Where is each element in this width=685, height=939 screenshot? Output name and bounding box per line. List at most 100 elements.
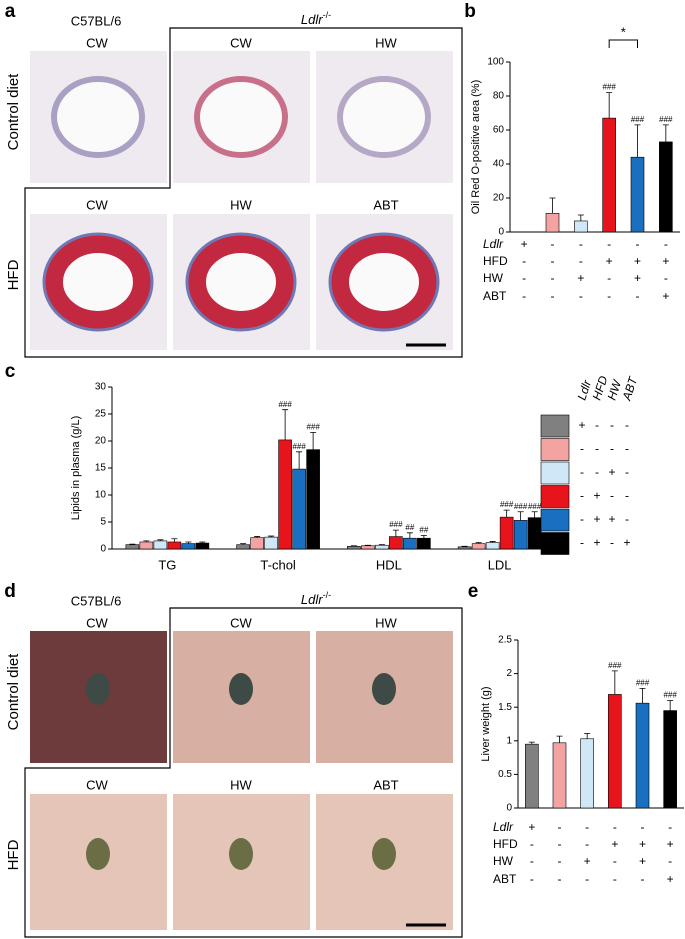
comparison-bracket [608,39,638,48]
legend-swatch [540,414,570,438]
bar [347,545,361,550]
y-tick-label: 1 [506,735,512,746]
y-axis-label: Oil Red O-positive area (%) [470,80,482,215]
legend-cell: - [595,465,599,479]
factor-level: - [530,854,534,868]
vessel-wall [331,235,437,329]
x-tick-label: HDL [376,557,402,572]
factor-level: + [667,837,674,851]
y-axis-label: Lipids in plasma (g/L) [70,416,82,521]
legend-header: HW [605,377,625,402]
factor-level: - [641,872,645,886]
factor-name: Ldlr [493,820,514,834]
significance-label: ### [602,83,616,92]
factor-level: + [611,837,618,851]
factor-level: - [585,837,589,851]
gene-name: Ldlr [301,592,323,607]
panel-letter: a [5,1,16,22]
x-tick-label: LDL [488,557,512,572]
legend-cell: + [623,536,630,550]
column-label: CW [86,615,108,630]
factor-level: - [551,289,555,303]
error-bar [528,741,535,745]
bar [525,743,539,809]
legend-header: Ldlr [575,378,595,402]
error-bar [556,735,563,743]
factor-level: - [530,837,534,851]
factor-level: + [667,872,674,886]
legend-cell: + [578,418,585,432]
error-bar [199,541,206,544]
factor-level: - [522,254,526,268]
gallbladder [372,838,396,870]
bar [181,543,196,550]
error-bar [350,545,357,547]
x-tick-label: T-chol [260,557,296,572]
significance-label: ### [292,442,306,451]
error-bar [475,542,482,544]
bar [375,544,389,550]
bar [574,220,588,233]
factor-level: + [634,271,641,285]
error-bar [129,543,136,545]
error-bar [378,544,385,546]
bar [527,517,542,550]
legend-cell: - [595,418,599,432]
y-tick-label: 20 [95,436,107,447]
bar [545,213,560,233]
factor-level: - [607,271,611,285]
legend-swatch [540,438,570,461]
legend-cell: + [608,465,615,479]
error-bar [489,541,496,543]
y-tick-label: 1.5 [498,702,512,713]
factor-level: + [606,254,613,268]
row-label: HFD [5,259,22,290]
legend-cell: - [610,536,614,550]
bar [403,537,417,550]
error-bar [185,541,192,544]
factor-level: + [584,854,591,868]
legend-cell: - [580,536,584,550]
factor-level: - [579,237,583,251]
significance-label: ### [306,422,320,431]
panel-letter: c [5,361,16,382]
factor-level: + [521,237,528,251]
legend-cell: - [625,442,629,456]
factor-level: - [551,237,555,251]
error-bar [254,536,261,538]
error-bar [611,670,618,695]
factor-level: - [558,837,562,851]
row-label: Control diet [5,73,22,151]
significance-label: ### [659,115,673,124]
strain-label: C57BL/6 [71,593,122,608]
column-label: CW [86,197,108,212]
y-tick-label: 40 [493,159,505,170]
bar [278,439,292,550]
y-tick-label: 10 [95,490,107,501]
row-label: Control diet [5,653,22,731]
vessel-wall [51,76,145,158]
factor-level: - [551,254,555,268]
bar [513,520,528,550]
column-label: CW [230,615,252,630]
y-tick-label: 0 [100,544,106,555]
factor-level: - [551,271,555,285]
factor-level: - [585,820,589,834]
factor-level: + [634,254,641,268]
legend-swatch [540,485,570,508]
bar [630,156,645,233]
bar [167,541,182,550]
significance-label: ### [389,520,403,529]
column-label: CW [230,35,252,50]
plaque-outline [185,232,297,332]
error-bar [584,733,591,739]
error-bar [577,214,584,221]
y-tick-label: 15 [95,463,107,474]
significance-label: ### [663,691,677,700]
factor-name: HFD [483,254,508,268]
plaque-outline [328,232,440,332]
vessel-wall [188,235,294,329]
error-bar [634,124,641,158]
bar [602,117,616,233]
